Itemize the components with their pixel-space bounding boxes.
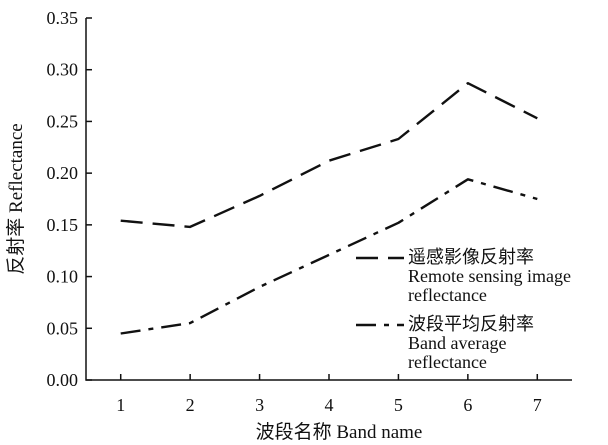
x-axis-title: 波段名称 Band name	[256, 421, 423, 443]
x-tick-label: 1	[116, 395, 125, 415]
legend: 遥感影像反射率 Remote sensing image reflectance 波段…	[356, 247, 571, 372]
y-tick-label: 0.00	[47, 370, 79, 390]
x-tick-label: 7	[533, 395, 542, 415]
x-tick-label: 2	[186, 395, 195, 415]
legend-label-2: 波段平均反射率 Band average reflectance	[408, 314, 534, 372]
y-tick-label: 0.25	[47, 111, 79, 131]
y-tick-label: 0.20	[47, 163, 79, 183]
legend-label-1: 遥感影像反射率 Remote sensing image reflectance	[408, 247, 571, 305]
y-tick-label: 0.35	[47, 8, 79, 28]
series-layer	[120, 81, 538, 335]
y-tick-label: 0.05	[47, 318, 79, 338]
x-tick-label: 4	[325, 395, 334, 415]
x-tick-label: 6	[463, 395, 472, 415]
y-axis-title: 反射率 Reflectance	[5, 123, 27, 274]
y-tick-label: 0.30	[47, 60, 79, 80]
y-ticks: 0.00 0.05 0.10 0.15 0.20 0.25 0.30 0.35	[47, 8, 92, 390]
y-tick-label: 0.15	[47, 215, 79, 235]
series-line-1	[120, 81, 538, 229]
x-tick-label: 3	[255, 395, 264, 415]
x-tick-label: 5	[394, 395, 403, 415]
x-ticks: 1 2 3 4 5 6 7	[116, 374, 542, 415]
y-tick-label: 0.10	[47, 267, 79, 287]
series-line-2	[120, 178, 538, 335]
